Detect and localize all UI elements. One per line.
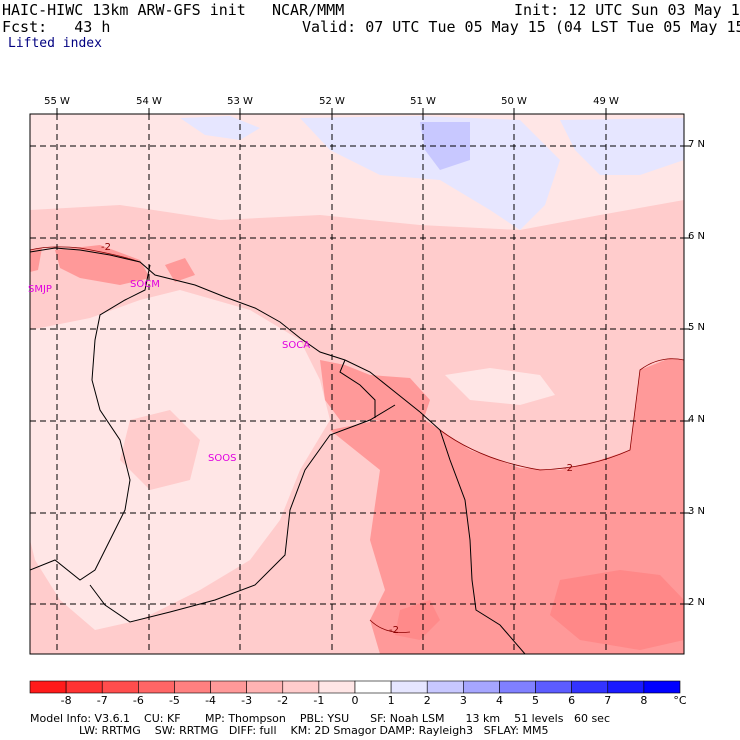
colorbar-tick-label: -6 <box>132 694 144 707</box>
colorbar-swatch <box>138 680 175 694</box>
organization: NCAR/MMM <box>272 1 345 19</box>
border-fgu-brazil <box>89 404 396 623</box>
lon-label-52w: 52 W <box>319 96 345 107</box>
colorbar <box>29 680 681 694</box>
field-minus3-patch <box>395 600 440 640</box>
contour-line <box>369 619 411 633</box>
colorbar-swatch <box>282 680 320 694</box>
station-soos: SOOS <box>208 453 237 464</box>
colorbar-swatch <box>246 680 284 694</box>
init-time: Init: 12 UTC Sun 03 May 15 <box>514 1 740 19</box>
contour-label: -2 <box>389 625 399 636</box>
coastline <box>30 247 421 413</box>
contour-label: -2 <box>101 242 111 253</box>
station-soca: SOCA <box>282 340 311 351</box>
colorbar-tick-label: 4 <box>495 694 503 707</box>
colorbar-swatch <box>174 680 211 694</box>
map-frame <box>29 113 685 655</box>
field-minus2-region <box>320 360 430 430</box>
colorbar-tick-label: 6 <box>568 694 576 707</box>
valid-time: Valid: 07 UTC Tue 05 May 15 (04 LST Tue … <box>302 18 740 36</box>
colorbar-swatch <box>535 680 572 694</box>
colorbar-swatch <box>571 680 609 694</box>
colorbar-tick-label: -5 <box>168 694 180 707</box>
lat-label-2n: 2 N <box>688 597 706 608</box>
field-near-zero-patch <box>30 325 60 380</box>
contour-line <box>30 246 141 263</box>
colorbar-tick-label: -4 <box>205 694 217 707</box>
field-name: Lifted index <box>8 36 102 51</box>
lat-label-4n: 4 N <box>688 414 706 425</box>
field-minus2-region <box>55 245 150 285</box>
model-title: HAIC-HIWC 13km ARW-GFS init <box>2 1 246 19</box>
colorbar-swatch <box>463 680 500 694</box>
colorbar-tick-label: 0 <box>351 694 359 707</box>
contour-line <box>439 358 684 471</box>
lon-label-54w: 54 W <box>136 96 162 107</box>
lon-label-50w: 50 W <box>501 96 527 107</box>
colorbar-tick-label: -1 <box>313 694 325 707</box>
lon-label-55w: 55 W <box>44 96 70 107</box>
colorbar-unit: °C <box>673 694 687 707</box>
colorbar-swatch <box>426 680 464 694</box>
model-info-line2: LW: RRTMG SW: RRTMG DIFF: full KM: 2D Sm… <box>30 724 549 737</box>
contour-label: -2 <box>563 463 573 474</box>
field-near-zero-patch <box>445 368 555 405</box>
lat-label-5n: 5 N <box>688 322 706 333</box>
colorbar-tick-label: 7 <box>604 694 612 707</box>
colorbar-tick-label: -8 <box>60 694 72 707</box>
field-minus2-region <box>165 258 195 282</box>
colorbar-swatch <box>607 680 645 694</box>
colorbar-tick-label: 5 <box>532 694 540 707</box>
border-suriname-fgu <box>30 264 151 581</box>
colorbar-swatch <box>354 680 392 694</box>
colorbar-swatch <box>29 680 67 694</box>
lat-label-6n: 6 N <box>688 231 706 242</box>
colorbar-swatch <box>499 680 536 694</box>
station-socm: SOCM <box>130 279 160 290</box>
colorbar-swatch <box>318 680 356 694</box>
lon-label-53w: 53 W <box>227 96 253 107</box>
colorbar-tick-label: -2 <box>277 694 289 707</box>
station-smjp: SMJP <box>28 284 52 295</box>
lon-label-49w: 49 W <box>593 96 619 107</box>
model-info-line1: Model Info: V3.6.1 CU: KF MP: Thompson P… <box>30 712 610 725</box>
field-minus2-region <box>30 248 42 272</box>
forecast-hour: Fcst: 43 h <box>2 18 111 36</box>
lifted-index-field <box>30 114 684 654</box>
coastline <box>419 411 526 654</box>
colorbar-tick-label: 2 <box>423 694 431 707</box>
lat-label-7n: 7 N <box>688 139 706 150</box>
colorbar-swatch <box>643 680 681 694</box>
lon-label-51w: 51 W <box>410 96 436 107</box>
frame-ticks <box>56 108 690 605</box>
colorbar-swatch <box>390 680 428 694</box>
field-positive-patch <box>300 116 560 230</box>
field-minus3-patch <box>550 570 684 650</box>
colorbar-tick-label: 3 <box>459 694 467 707</box>
colorbar-swatch <box>65 680 103 694</box>
colorbar-swatch <box>101 680 139 694</box>
graticule <box>30 114 684 654</box>
field-land-patch <box>120 410 200 490</box>
colorbar-tick-label: 1 <box>387 694 395 707</box>
colorbar-tick-label: -7 <box>96 694 108 707</box>
lat-label-3n: 3 N <box>688 506 706 517</box>
colorbar-tick-label: 8 <box>640 694 648 707</box>
colorbar-tick-label: -3 <box>241 694 253 707</box>
river-oyapock <box>339 359 376 418</box>
colorbar-swatch <box>210 680 247 694</box>
